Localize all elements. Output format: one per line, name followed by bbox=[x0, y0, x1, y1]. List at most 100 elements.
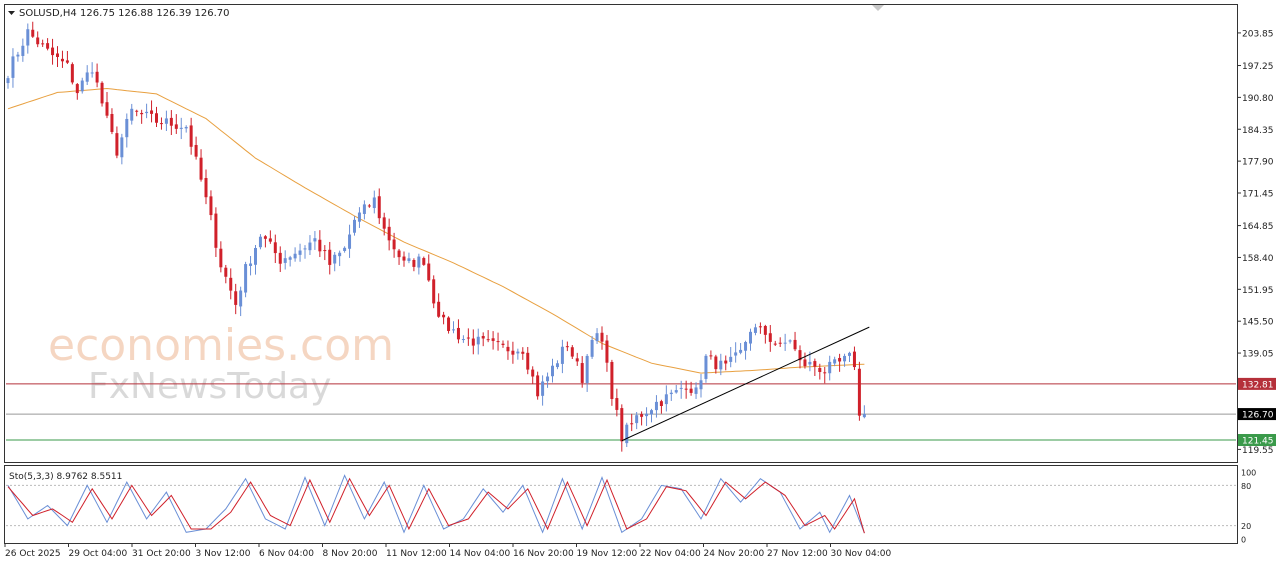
candle-body-bear bbox=[813, 361, 817, 367]
candle-body-bull bbox=[258, 236, 262, 248]
candle-body-bear bbox=[51, 47, 55, 56]
candle-body-bear bbox=[387, 226, 391, 241]
candle-body-bear bbox=[511, 350, 515, 355]
stoch-tick-label: 80 bbox=[1241, 482, 1251, 491]
candles-layer bbox=[6, 21, 866, 452]
candle-body-bull bbox=[650, 410, 653, 415]
time-tick-label: 8 Nov 20:00 bbox=[323, 549, 378, 559]
price-tick-label: 139.05 bbox=[1242, 350, 1274, 360]
scroll-marker-icon[interactable] bbox=[872, 5, 884, 11]
candle-body-bear bbox=[818, 367, 822, 373]
time-tick-label: 26 Oct 2025 bbox=[5, 549, 61, 559]
candle-body-bull bbox=[283, 258, 287, 263]
time-tick-label: 14 Nov 04:00 bbox=[450, 549, 511, 559]
candle-body-bull bbox=[353, 219, 356, 233]
time-tick-label: 30 Nov 04:00 bbox=[831, 549, 892, 559]
candle-body-bear bbox=[823, 372, 827, 374]
level-badge-label: 132.81 bbox=[1242, 380, 1274, 390]
price-tick-label: 177.90 bbox=[1242, 158, 1274, 168]
candle-body-bull bbox=[293, 253, 297, 259]
candle-body-bull bbox=[338, 252, 342, 257]
candle-body-bear bbox=[501, 343, 505, 346]
time-tick-label: 29 Oct 04:00 bbox=[69, 549, 128, 559]
candle-body-bear bbox=[263, 236, 267, 239]
candle-body-bull bbox=[362, 204, 366, 214]
candle-body-bull bbox=[699, 380, 703, 390]
candle-body-bear bbox=[199, 157, 203, 180]
candle-body-bull bbox=[788, 340, 792, 342]
candle-body-bear bbox=[768, 333, 772, 342]
candle-body-bear bbox=[763, 325, 767, 335]
candle-body-bull bbox=[298, 250, 302, 255]
candle-body-bear bbox=[600, 332, 604, 342]
candle-body-bear bbox=[273, 242, 277, 254]
candle-body-bull bbox=[130, 108, 134, 121]
level-badge-label: 126.70 bbox=[1242, 411, 1274, 421]
candle-body-bull bbox=[516, 351, 520, 354]
candle-body-bear bbox=[432, 279, 436, 304]
candle-body-bear bbox=[506, 346, 510, 352]
level-badge-resistance bbox=[1238, 377, 1276, 390]
price-tick-label: 184.35 bbox=[1242, 126, 1274, 136]
time-tick-label: 27 Nov 12:00 bbox=[767, 549, 828, 559]
stoch-series-signal bbox=[7, 477, 865, 534]
candle-body-bear bbox=[268, 238, 272, 242]
price-tick-label: 197.25 bbox=[1242, 62, 1274, 72]
time-tick-label: 19 Nov 12:00 bbox=[577, 549, 638, 559]
candle-body-bull bbox=[21, 45, 25, 56]
candle-body-bear bbox=[709, 355, 713, 357]
candle-body-bull bbox=[753, 327, 757, 333]
candle-body-bear bbox=[803, 359, 807, 367]
candle-body-bear bbox=[412, 260, 416, 267]
candle-body-bear bbox=[234, 291, 238, 305]
candle-body-bull bbox=[749, 331, 752, 344]
candle-body-bull bbox=[26, 29, 30, 46]
candle-body-bear bbox=[442, 314, 446, 318]
candle-body-bear bbox=[105, 102, 109, 116]
candle-body-bear bbox=[640, 414, 644, 417]
candle-body-bull bbox=[704, 355, 708, 379]
candle-body-bear bbox=[852, 351, 856, 368]
candle-body-bull bbox=[590, 339, 594, 357]
candle-body-bear bbox=[575, 358, 579, 362]
candle-body-bear bbox=[31, 29, 35, 37]
candle-body-bull bbox=[595, 333, 599, 342]
candle-body-bear bbox=[150, 110, 154, 114]
candle-body-bear bbox=[219, 248, 223, 268]
candle-body-bull bbox=[90, 72, 94, 74]
stoch-series-main bbox=[7, 474, 865, 534]
candle-body-bull bbox=[16, 54, 20, 57]
stoch-tick-label: 20 bbox=[1241, 522, 1251, 531]
candle-body-bear bbox=[278, 252, 282, 264]
candle-body-bull bbox=[288, 257, 292, 260]
candle-body-bull bbox=[254, 247, 257, 265]
candle-body-bear bbox=[65, 60, 69, 63]
candle-body-bear bbox=[531, 369, 535, 377]
candle-body-bull bbox=[635, 415, 639, 424]
candle-body-bear bbox=[229, 277, 233, 291]
candle-body-bull bbox=[179, 127, 183, 129]
candle-body-bear bbox=[684, 388, 688, 390]
candle-body-bear bbox=[610, 361, 614, 399]
candle-body-bull bbox=[734, 352, 738, 356]
candle-body-bull bbox=[862, 414, 866, 418]
candle-body-bear bbox=[140, 112, 144, 115]
symbol-menu-icon[interactable] bbox=[8, 11, 15, 15]
candle-body-bull bbox=[417, 256, 421, 268]
candle-body-bear bbox=[565, 346, 569, 348]
candle-body-bear bbox=[422, 258, 426, 265]
candle-body-bear bbox=[169, 117, 173, 126]
candle-body-bear bbox=[209, 196, 213, 216]
stochastic-layer: 100 80 20 0 bbox=[6, 469, 1256, 545]
time-tick-label: 16 Nov 20:00 bbox=[513, 549, 574, 559]
candle-body-bull bbox=[541, 381, 545, 396]
price-tick-label: 164.85 bbox=[1242, 222, 1274, 232]
candle-body-bull bbox=[313, 238, 317, 242]
level-badge-current bbox=[1238, 408, 1276, 421]
candle-body-bear bbox=[456, 327, 460, 340]
candle-body-bull bbox=[828, 361, 832, 374]
candle-body-bull bbox=[744, 341, 748, 351]
candle-body-bear bbox=[758, 326, 762, 328]
